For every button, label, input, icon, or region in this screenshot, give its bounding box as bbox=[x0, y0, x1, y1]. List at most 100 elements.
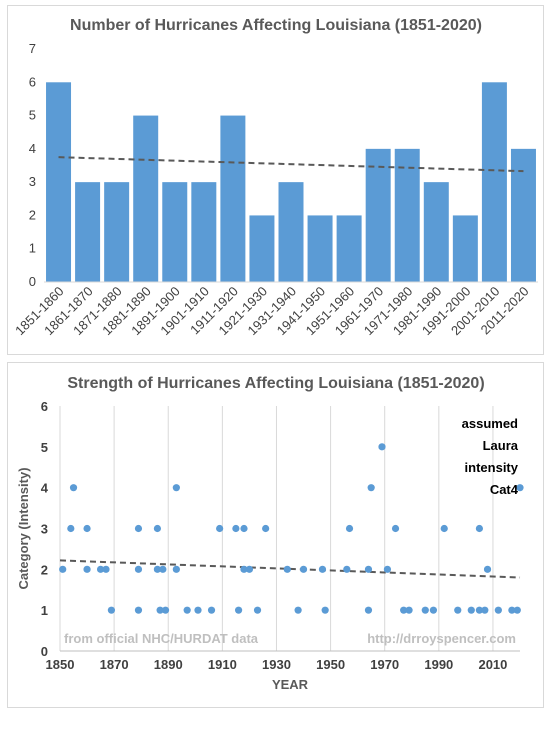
data-point bbox=[299, 565, 308, 573]
scatter-chart: Strength of Hurricanes Affecting Louisia… bbox=[16, 375, 524, 692]
data-point bbox=[183, 606, 191, 614]
data-point bbox=[343, 565, 351, 573]
laura-callout-line: Cat4 bbox=[490, 482, 519, 497]
data-point bbox=[494, 606, 502, 614]
bar bbox=[510, 148, 536, 282]
laura-callout-line: Laura bbox=[483, 438, 519, 453]
data-point bbox=[83, 524, 91, 533]
y-tick-label: 4 bbox=[41, 481, 49, 496]
data-point bbox=[367, 484, 375, 492]
x-tick-label: 1850 bbox=[46, 657, 75, 672]
data-point bbox=[102, 565, 110, 573]
x-tick-label: 2010 bbox=[478, 657, 507, 672]
data-point bbox=[429, 606, 438, 614]
data-point bbox=[172, 484, 180, 492]
x-axis-label: YEAR bbox=[272, 677, 309, 692]
data-point bbox=[440, 524, 448, 533]
data-point bbox=[378, 443, 386, 451]
data-point bbox=[391, 524, 400, 533]
x-tick-label: 1870 bbox=[100, 657, 129, 672]
data-point bbox=[345, 524, 354, 533]
data-point bbox=[400, 606, 408, 614]
bar bbox=[46, 82, 72, 283]
data-point bbox=[156, 606, 164, 614]
data-point bbox=[516, 484, 524, 492]
bar bbox=[191, 182, 217, 282]
data-point bbox=[475, 524, 484, 533]
scatter-chart-panel: Strength of Hurricanes Affecting Louisia… bbox=[7, 362, 544, 708]
bar bbox=[162, 182, 188, 282]
data-point bbox=[232, 524, 240, 533]
data-point bbox=[283, 565, 291, 573]
data-point bbox=[253, 606, 262, 614]
y-axis-label: Category (Intensity) bbox=[16, 467, 31, 589]
data-point bbox=[161, 606, 170, 614]
y-tick-label: 4 bbox=[29, 141, 36, 156]
data-point bbox=[159, 565, 167, 573]
data-point bbox=[234, 606, 243, 614]
y-tick-label: 2 bbox=[29, 207, 36, 222]
data-point bbox=[467, 606, 475, 614]
bar-chart-title: Number of Hurricanes Affecting Louisiana… bbox=[70, 17, 482, 34]
x-tick-label: 1930 bbox=[262, 657, 291, 672]
data-point bbox=[318, 565, 327, 573]
data-point bbox=[207, 606, 216, 614]
data-point bbox=[405, 606, 413, 614]
bar bbox=[394, 148, 420, 282]
y-tick-label: 1 bbox=[41, 603, 48, 618]
data-point bbox=[383, 565, 392, 573]
data-point bbox=[153, 565, 162, 573]
data-point bbox=[216, 524, 224, 533]
data-point bbox=[421, 606, 429, 614]
bar-chart-panel: Number of Hurricanes Affecting Louisiana… bbox=[7, 5, 544, 355]
data-point bbox=[134, 565, 143, 573]
y-tick-label: 6 bbox=[41, 399, 48, 414]
data-point bbox=[475, 606, 484, 614]
y-tick-label: 2 bbox=[41, 562, 48, 577]
scatter-chart-title: Strength of Hurricanes Affecting Louisia… bbox=[67, 375, 484, 392]
y-tick-label: 3 bbox=[29, 174, 36, 189]
data-point bbox=[513, 606, 521, 614]
y-tick-label: 1 bbox=[29, 241, 36, 256]
source-annotation: from official NHC/HURDAT data bbox=[64, 631, 259, 646]
data-point bbox=[262, 524, 270, 533]
x-tick-label: 1950 bbox=[316, 657, 345, 672]
laura-callout-line: assumed bbox=[462, 416, 518, 431]
bar bbox=[104, 182, 130, 282]
data-point bbox=[107, 606, 116, 614]
data-point bbox=[483, 565, 492, 573]
data-point bbox=[245, 565, 254, 573]
data-point bbox=[67, 524, 75, 533]
data-point bbox=[508, 606, 516, 614]
bar bbox=[336, 215, 362, 282]
data-point bbox=[481, 606, 489, 614]
data-point bbox=[364, 565, 373, 573]
bar bbox=[249, 215, 275, 282]
data-point bbox=[83, 565, 91, 573]
data-point bbox=[172, 565, 180, 573]
data-point bbox=[69, 484, 78, 492]
data-point bbox=[194, 606, 202, 614]
y-tick-label: 7 bbox=[29, 41, 36, 56]
data-point bbox=[321, 606, 329, 614]
bar bbox=[133, 115, 159, 282]
data-point bbox=[364, 606, 373, 614]
bar bbox=[307, 215, 333, 282]
y-tick-label: 5 bbox=[29, 108, 36, 123]
bar bbox=[452, 215, 478, 282]
data-point bbox=[454, 606, 462, 614]
x-tick-label: 1890 bbox=[154, 657, 183, 672]
bar bbox=[481, 82, 507, 283]
y-tick-label: 0 bbox=[29, 274, 36, 289]
y-tick-label: 6 bbox=[29, 74, 36, 89]
bar bbox=[75, 182, 101, 282]
bar bbox=[278, 182, 304, 282]
data-point bbox=[294, 606, 302, 614]
data-point bbox=[134, 524, 143, 533]
data-point bbox=[59, 565, 67, 573]
laura-callout-line: intensity bbox=[465, 460, 519, 475]
y-tick-label: 3 bbox=[41, 522, 48, 537]
url-annotation: http://drroyspencer.com bbox=[367, 631, 516, 646]
data-point bbox=[240, 524, 248, 533]
bar-chart: Number of Hurricanes Affecting Louisiana… bbox=[12, 17, 538, 338]
